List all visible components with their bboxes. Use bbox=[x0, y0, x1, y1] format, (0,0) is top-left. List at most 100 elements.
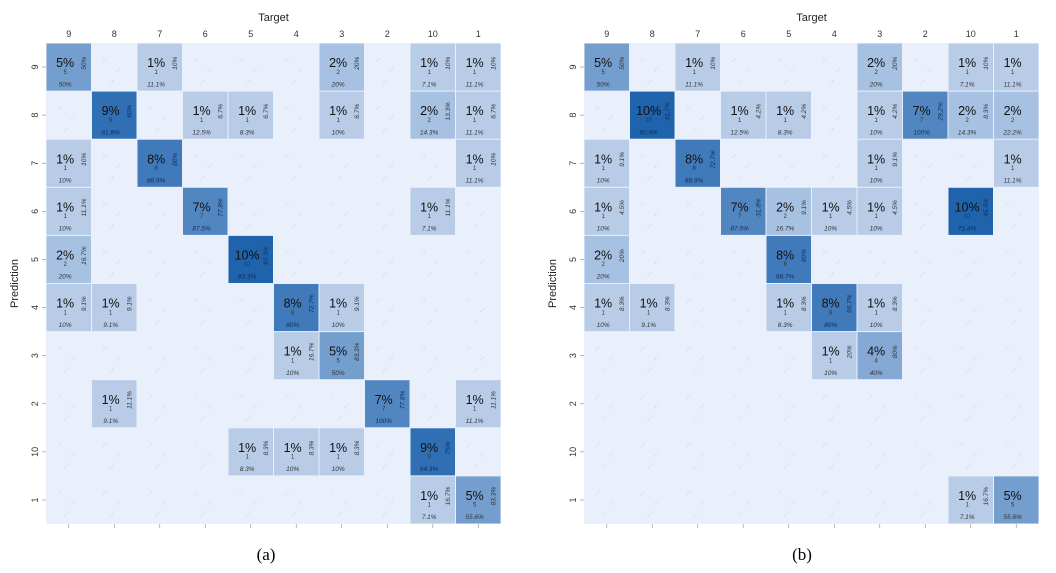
matrix-cell: 8%8 88.9% 80% bbox=[137, 139, 182, 187]
cell-column-percent: 100% bbox=[375, 418, 392, 425]
cell-column-percent: 80% bbox=[824, 322, 837, 329]
matrix-cell: 7%7 87.5% 31.8% bbox=[721, 187, 766, 235]
texture-mark bbox=[207, 307, 213, 313]
texture-mark bbox=[822, 153, 828, 159]
texture-mark bbox=[836, 67, 842, 72]
texture-mark bbox=[375, 249, 381, 255]
cell-percent: 2% bbox=[329, 56, 347, 70]
texture-mark bbox=[109, 463, 115, 469]
cell-row-percent: 10% bbox=[445, 56, 452, 69]
texture-mark bbox=[822, 105, 828, 111]
texture-mark bbox=[654, 211, 660, 217]
x-axis-title: Target bbox=[258, 12, 289, 24]
cell-percent: 1% bbox=[776, 297, 794, 311]
texture-mark bbox=[435, 259, 440, 265]
texture-mark bbox=[731, 490, 737, 496]
texture-mark bbox=[466, 249, 472, 255]
cell-count: 1 bbox=[109, 310, 113, 316]
texture-mark bbox=[421, 394, 426, 399]
cell-fill bbox=[675, 43, 720, 91]
cell-row-percent: 8.3% bbox=[983, 104, 990, 119]
cell-count: 1 bbox=[965, 503, 969, 509]
cell-row-percent: 20% bbox=[847, 345, 854, 359]
texture-mark bbox=[836, 403, 842, 409]
texture-mark bbox=[595, 442, 600, 447]
cell-count: 1 bbox=[427, 70, 431, 76]
cell-fill bbox=[721, 187, 766, 235]
cell-percent: 1% bbox=[466, 104, 484, 118]
cell-row-percent: 41.7% bbox=[665, 102, 672, 121]
texture-mark bbox=[57, 394, 62, 399]
cell-column-percent: 10% bbox=[824, 370, 837, 377]
cell-fill bbox=[857, 284, 902, 332]
texture-mark bbox=[162, 355, 167, 361]
texture-mark bbox=[822, 394, 828, 399]
matrix-cell: 1%1 9.1% 11.1% bbox=[92, 380, 137, 428]
matrix-cell: 10%10 83.3% 83.3% bbox=[228, 235, 273, 283]
matrix-cell: 1%1 8.3% 8.3% bbox=[228, 428, 273, 476]
texture-mark bbox=[116, 500, 122, 505]
texture-mark bbox=[686, 346, 691, 351]
y-tick-label: 1 bbox=[568, 497, 578, 502]
matrix-cell: 9%9 64.3% 75% bbox=[410, 428, 455, 476]
y-axis-title: Prediction bbox=[9, 259, 21, 308]
texture-mark bbox=[155, 367, 160, 373]
texture-mark bbox=[654, 355, 660, 361]
matrix-cell: 5%5 55.6% 83.3% bbox=[456, 476, 501, 524]
texture-mark bbox=[57, 105, 62, 111]
cell-percent: 1% bbox=[102, 297, 120, 311]
cell-fill bbox=[584, 43, 629, 91]
texture-mark bbox=[959, 298, 964, 303]
texture-mark bbox=[57, 490, 62, 496]
cell-percent: 1% bbox=[329, 297, 347, 311]
texture-mark bbox=[784, 463, 789, 469]
cell-count: 5 bbox=[473, 503, 477, 509]
matrix-cell: 1%1 7.1% 16.7% bbox=[410, 476, 455, 524]
matrix-cell: 2%2 14.3% 8.3% bbox=[948, 91, 993, 139]
cell-row-percent: 80% bbox=[892, 345, 899, 358]
texture-mark bbox=[1011, 319, 1017, 325]
texture-mark bbox=[473, 463, 479, 469]
x-axis-title: Target bbox=[796, 12, 827, 24]
cell-percent: 2% bbox=[776, 200, 794, 214]
matrix-cell: 1%1 7.1% 11.1% bbox=[410, 187, 455, 235]
texture-mark bbox=[200, 79, 206, 84]
texture-mark bbox=[693, 367, 698, 373]
texture-mark bbox=[913, 490, 919, 496]
cell-fill bbox=[410, 43, 455, 91]
cell-column-percent: 22.2% bbox=[1002, 129, 1022, 136]
x-tick-label: 2 bbox=[923, 29, 928, 39]
cell-count: 1 bbox=[245, 455, 249, 461]
texture-mark bbox=[155, 271, 160, 277]
cell-percent: 1% bbox=[640, 297, 658, 311]
texture-mark bbox=[686, 298, 691, 303]
texture-mark bbox=[829, 463, 835, 469]
texture-mark bbox=[246, 79, 251, 84]
texture-mark bbox=[784, 175, 789, 180]
texture-mark bbox=[777, 442, 782, 447]
cell-row-percent: 16.7% bbox=[81, 246, 88, 265]
texture-mark bbox=[71, 500, 76, 505]
texture-mark bbox=[466, 201, 472, 207]
cell-row-percent: 83.3% bbox=[263, 246, 270, 265]
texture-mark bbox=[913, 442, 919, 447]
matrix-cell: 7%7 100% 29.2% bbox=[903, 91, 948, 139]
cell-column-percent: 10% bbox=[870, 322, 883, 329]
texture-mark bbox=[162, 211, 167, 217]
texture-mark bbox=[284, 249, 290, 255]
y-tick-label: 9 bbox=[30, 65, 40, 70]
texture-mark bbox=[71, 355, 76, 361]
x-tick-label: 1 bbox=[476, 29, 481, 39]
cell-column-percent: 14.3% bbox=[958, 129, 977, 136]
cell-count: 1 bbox=[109, 406, 113, 412]
matrix-cell: 1%1 10% 8.3% bbox=[857, 284, 902, 332]
texture-mark bbox=[920, 512, 926, 517]
texture-mark bbox=[927, 211, 933, 217]
texture-mark bbox=[148, 394, 153, 399]
texture-mark bbox=[109, 79, 115, 84]
cell-column-percent: 80% bbox=[286, 322, 299, 329]
texture-mark bbox=[389, 115, 395, 120]
cell-row-percent: 8.3% bbox=[354, 440, 361, 455]
texture-mark bbox=[777, 153, 782, 159]
texture-mark bbox=[973, 451, 978, 457]
